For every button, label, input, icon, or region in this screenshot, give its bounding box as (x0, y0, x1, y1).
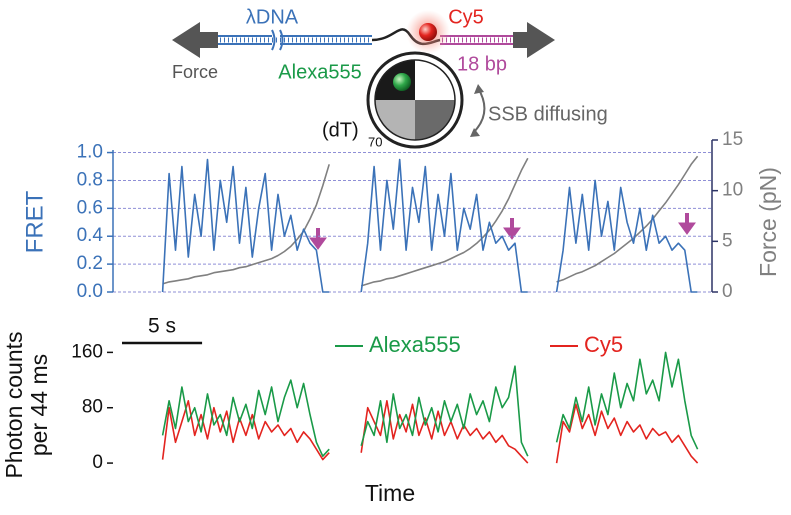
y-tick-label: 0.6 (77, 197, 103, 218)
y-tick-label: 0.2 (77, 253, 103, 274)
y-tick-label: 0 (92, 452, 103, 473)
fret-arrows (309, 213, 696, 250)
y-axis-label: per 44 ms (26, 354, 52, 456)
force-arrow-left (172, 22, 218, 58)
schematic: λDNA Force Alexa555 Cy5 18 bp SSB diffus… (172, 6, 608, 149)
y2-axis-label: Force (pN) (755, 167, 781, 277)
trace (161, 400, 699, 464)
trace (161, 351, 699, 457)
length-label: 18 bp (457, 53, 507, 75)
acceptor-label: Cy5 (448, 6, 484, 28)
y2-tick-label: 5 (722, 230, 733, 251)
arrow-head (470, 128, 480, 137)
donor-dye (393, 73, 411, 91)
legend-label: Cy5 (584, 332, 623, 357)
y2-tick-label: 15 (722, 129, 743, 150)
ssb-quadrant (415, 100, 455, 140)
y-axis-label: FRET (21, 190, 48, 253)
x-axis-label: Time (365, 480, 415, 506)
arrow-head (474, 84, 484, 94)
y-tick-label: 80 (82, 397, 103, 418)
y2-tick-label: 10 (722, 180, 743, 201)
dna-break (271, 29, 284, 51)
force-label: Force (172, 62, 218, 82)
strand-label: (dT) (322, 119, 359, 141)
ssb-quadrant (375, 100, 415, 140)
y-tick-label: 1.0 (77, 142, 103, 163)
event-arrow-head (678, 222, 696, 235)
acceptor-dye (419, 23, 437, 41)
scale-bar-label: 5 s (148, 315, 176, 338)
strand-subscript: 70 (368, 134, 382, 149)
diffusion-arrow (472, 87, 486, 134)
y-tick-label: 0.0 (77, 281, 103, 302)
y-axis-label: Photon counts (1, 331, 27, 478)
event-arrow-head (309, 237, 327, 250)
event-arrow-head (503, 227, 521, 240)
force-arrow-right (513, 22, 555, 58)
y-tick-label: 0.4 (77, 225, 104, 246)
ssb-quadrant (415, 60, 455, 100)
legend-label: Alexa555 (369, 332, 461, 357)
y-tick-label: 0.8 (77, 169, 103, 190)
trace (161, 158, 698, 293)
donor-label: Alexa555 (278, 61, 361, 83)
motion-label: SSB diffusing (488, 103, 608, 125)
dna-label: λDNA (246, 6, 299, 28)
ssb-core (374, 59, 456, 141)
y-tick-label: 160 (71, 341, 103, 362)
y2-tick-label: 0 (722, 281, 733, 302)
